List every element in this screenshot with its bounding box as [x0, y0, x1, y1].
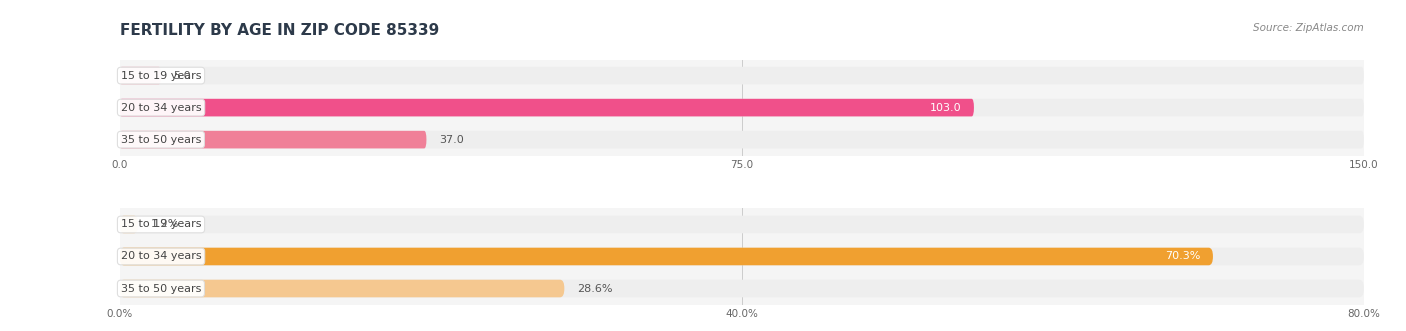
FancyBboxPatch shape	[120, 280, 564, 297]
Text: 20 to 34 years: 20 to 34 years	[121, 103, 201, 113]
Text: 15 to 19 years: 15 to 19 years	[121, 219, 201, 229]
Text: 103.0: 103.0	[929, 103, 962, 113]
Text: 15 to 19 years: 15 to 19 years	[121, 71, 201, 80]
Text: Source: ZipAtlas.com: Source: ZipAtlas.com	[1253, 23, 1364, 33]
Text: 35 to 50 years: 35 to 50 years	[121, 135, 201, 145]
Text: 28.6%: 28.6%	[576, 284, 612, 294]
FancyBboxPatch shape	[120, 131, 426, 148]
FancyBboxPatch shape	[120, 248, 1364, 265]
Text: 37.0: 37.0	[439, 135, 464, 145]
FancyBboxPatch shape	[120, 248, 1213, 265]
FancyBboxPatch shape	[120, 216, 138, 233]
FancyBboxPatch shape	[120, 67, 162, 84]
Text: 20 to 34 years: 20 to 34 years	[121, 252, 201, 261]
Text: 1.2%: 1.2%	[150, 219, 179, 229]
FancyBboxPatch shape	[120, 280, 1364, 297]
FancyBboxPatch shape	[120, 216, 1364, 233]
FancyBboxPatch shape	[120, 99, 1364, 117]
Text: 35 to 50 years: 35 to 50 years	[121, 284, 201, 294]
FancyBboxPatch shape	[120, 67, 1364, 84]
FancyBboxPatch shape	[120, 131, 1364, 148]
Text: FERTILITY BY AGE IN ZIP CODE 85339: FERTILITY BY AGE IN ZIP CODE 85339	[120, 23, 439, 38]
Text: 70.3%: 70.3%	[1166, 252, 1201, 261]
Text: 5.0: 5.0	[173, 71, 191, 80]
FancyBboxPatch shape	[120, 99, 974, 117]
